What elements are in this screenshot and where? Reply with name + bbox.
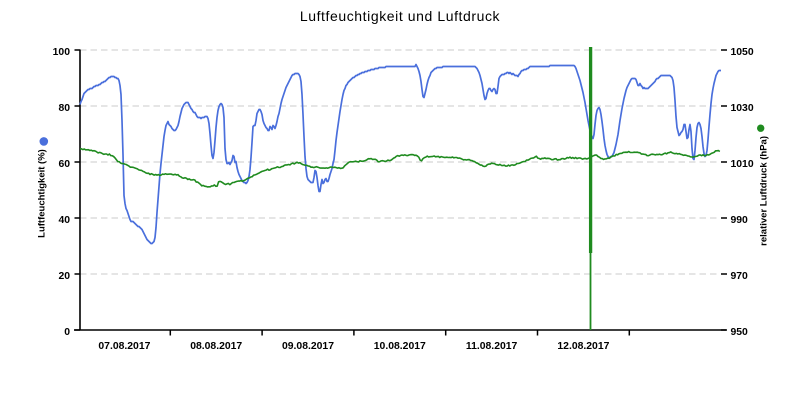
svg-text:40: 40 [58,215,70,226]
svg-text:20: 20 [58,271,70,282]
svg-text:1050: 1050 [731,47,754,58]
svg-text:990: 990 [731,215,749,226]
svg-text:11.08.2017: 11.08.2017 [466,341,518,352]
svg-text:Luftfeuchtigkeit und Luftdruck: Luftfeuchtigkeit und Luftdruck [300,8,501,24]
svg-text:10.08.2017: 10.08.2017 [374,341,426,352]
svg-text:80: 80 [58,103,70,114]
svg-text:60: 60 [58,159,70,170]
svg-text:950: 950 [731,327,749,338]
svg-text:1030: 1030 [731,103,754,114]
svg-text:0: 0 [64,327,70,338]
svg-text:Luftfeuchtigkeit (%): Luftfeuchtigkeit (%) [36,149,47,238]
svg-text:1010: 1010 [731,159,754,170]
svg-text:08.08.2017: 08.08.2017 [190,341,242,352]
svg-text:relativer Luftdruck (hPa): relativer Luftdruck (hPa) [759,136,770,246]
svg-text:07.08.2017: 07.08.2017 [98,341,150,352]
svg-text:100: 100 [53,47,71,58]
svg-text:970: 970 [731,271,749,282]
svg-text:09.08.2017: 09.08.2017 [282,341,334,352]
svg-text:12.08.2017: 12.08.2017 [557,341,609,352]
